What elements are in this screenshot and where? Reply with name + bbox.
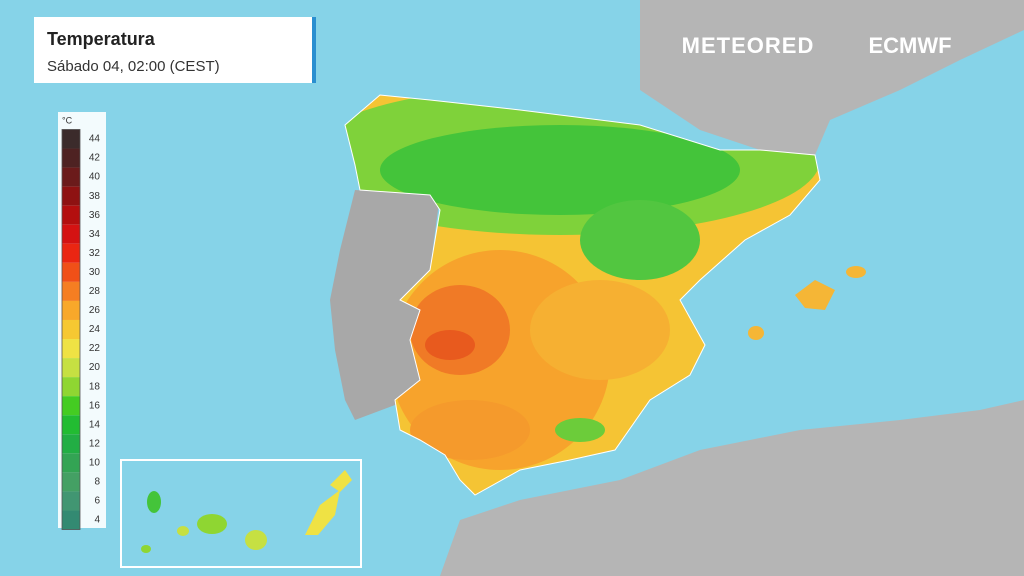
legend-label: 40 [89, 172, 101, 183]
legend-swatch [62, 224, 80, 244]
legend-label: 20 [89, 362, 101, 373]
legend-label: 8 [94, 477, 100, 488]
balearic-islands [748, 266, 866, 340]
legend-swatch [62, 472, 80, 492]
title-box [34, 17, 316, 83]
spain-outline [344, 94, 821, 496]
africa [440, 400, 1024, 576]
legend-label: 22 [89, 343, 101, 354]
legend-bar-frame [61, 129, 81, 530]
legend-unit: °C [62, 115, 73, 125]
subtitle: Sábado 04, 02:00 (CEST) [47, 58, 220, 75]
legend-label: 12 [89, 438, 101, 449]
legend-label: 16 [89, 400, 101, 411]
legend-label: 6 [94, 496, 100, 507]
logo-meteored: METEORED [682, 33, 815, 58]
legend-label: 26 [89, 305, 101, 316]
legend-label: 38 [89, 191, 101, 202]
legend-swatch [62, 243, 80, 263]
legend-label: 42 [89, 153, 101, 164]
legend-label: 10 [89, 457, 101, 468]
legend-swatch [62, 491, 80, 511]
legend-label: 32 [89, 248, 101, 259]
legend-swatch [62, 396, 80, 416]
legend-swatch [62, 377, 80, 397]
legend-label: 18 [89, 381, 101, 392]
legend-swatch [62, 510, 80, 530]
legend-label: 36 [89, 210, 101, 221]
legend-swatch [62, 129, 80, 149]
legend-swatch [62, 339, 80, 359]
legend-label: 4 [94, 515, 100, 526]
logo-ecmwf: ECMWF [868, 33, 951, 58]
legend-swatch [62, 319, 80, 340]
legend-swatch [62, 358, 80, 378]
legend-swatch [62, 148, 80, 168]
title: Temperatura [47, 29, 156, 49]
legend-swatch [62, 415, 80, 435]
legend-label: 24 [89, 324, 101, 335]
legend-scale: 44 42 40 38 36 34 32 30 28 26 24 22 20 18 16 14 12 10 8 6 4 [61, 129, 101, 530]
legend-swatch [62, 186, 80, 206]
canary-inset [120, 459, 362, 568]
legend-swatch [62, 281, 80, 301]
legend-swatch [62, 262, 80, 282]
legend-label: 28 [89, 286, 101, 297]
legend-label: 44 [89, 134, 101, 145]
legend-swatch [62, 205, 80, 225]
legend-swatch [62, 167, 80, 187]
portugal [330, 190, 440, 420]
france [640, 0, 1024, 155]
legend-label: 34 [89, 229, 101, 240]
legend-swatch [62, 300, 80, 320]
legend-swatch [62, 434, 80, 454]
canary-islands [141, 470, 352, 553]
title-accent [312, 17, 316, 83]
legend-swatch [62, 453, 80, 473]
legend-label: 30 [89, 267, 101, 278]
legend-label: 14 [89, 419, 101, 430]
